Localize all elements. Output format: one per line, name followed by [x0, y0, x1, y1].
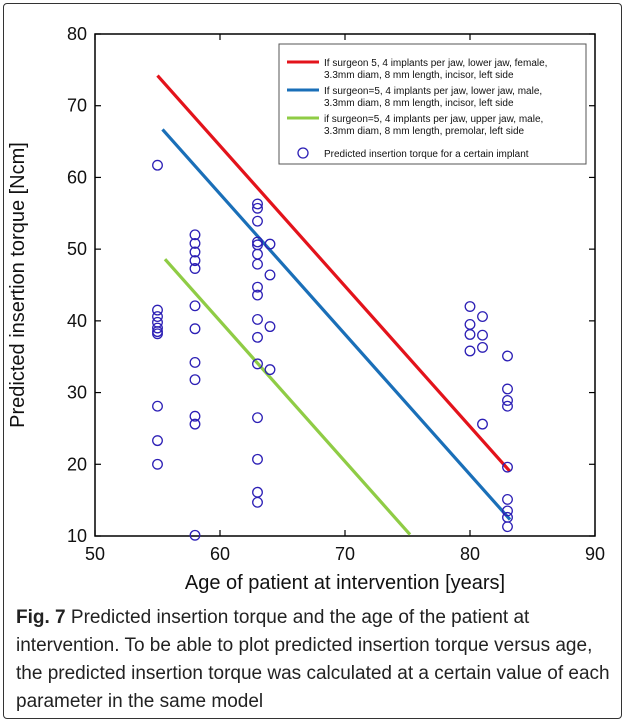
data-point — [189, 374, 201, 386]
data-point — [252, 258, 263, 270]
y-tick-label: 10 — [67, 526, 87, 546]
data-point — [502, 350, 513, 362]
data-point — [464, 329, 476, 340]
data-point — [189, 300, 201, 312]
scatter-points — [152, 159, 513, 541]
data-point — [252, 313, 263, 325]
data-point — [264, 238, 276, 250]
data-point — [252, 496, 263, 508]
data-point — [189, 229, 201, 241]
x-axis-label: Age of patient at intervention [years] — [185, 572, 505, 594]
legend-marker-points — [297, 147, 309, 159]
data-point — [189, 237, 201, 249]
data-point — [152, 304, 163, 316]
data-point — [152, 328, 163, 340]
legend-label-female-1: If surgeon 5, 4 implants per jaw, lower … — [324, 58, 547, 69]
data-point — [502, 383, 513, 395]
chart: 50 60 70 80 90 10 20 30 40 50 60 70 80 Predicted ins… — [7, 24, 605, 594]
data-point — [152, 159, 163, 171]
caption-text: Predicted insertion torque and the age o… — [16, 607, 610, 712]
data-point — [189, 255, 201, 267]
legend-label-female-2: 3.3mm diam, 8 mm length, incisor, left s… — [324, 70, 514, 81]
data-point — [252, 486, 263, 498]
data-point — [264, 321, 276, 333]
data-point — [189, 263, 201, 274]
data-point — [464, 345, 476, 357]
y-tick-label: 60 — [67, 167, 87, 187]
series-line-1 — [156, 74, 512, 473]
data-point — [477, 329, 488, 341]
x-tick-label: 70 — [335, 544, 355, 564]
data-point — [502, 400, 513, 412]
data-point — [252, 202, 263, 214]
data-point — [502, 395, 513, 406]
y-tick-label: 80 — [67, 24, 87, 44]
data-point — [189, 246, 201, 258]
data-point — [464, 301, 476, 312]
data-point — [252, 236, 263, 248]
legend-label-upper-1: if surgeon=5, 4 implants per jaw, upper … — [324, 114, 543, 125]
data-point — [152, 400, 163, 412]
data-point — [264, 364, 276, 376]
legend-label-male-1: If surgeon=5, 4 implants per jaw, lower … — [324, 86, 542, 97]
data-point — [152, 458, 163, 470]
x-tick-label: 50 — [85, 544, 105, 564]
data-point — [477, 341, 488, 353]
data-point — [252, 248, 263, 260]
data-point — [502, 521, 513, 533]
y-tick-label: 20 — [67, 454, 87, 474]
legend-label-points: Predicted insertion torque for a certain… — [324, 149, 529, 160]
legend: If surgeon 5, 4 implants per jaw, lower … — [278, 43, 587, 165]
caption-label: Fig. 7 — [16, 607, 66, 628]
data-point — [477, 418, 488, 430]
series-line-2 — [161, 128, 512, 521]
data-point — [252, 358, 263, 370]
data-point — [152, 311, 163, 323]
legend-label-upper-2: 3.3mm diam, 8 mm length, premolar, left … — [324, 126, 525, 137]
data-point — [264, 269, 276, 281]
legend-box — [278, 43, 587, 165]
data-point — [152, 322, 163, 334]
y-tick-label: 50 — [67, 239, 87, 259]
x-tick-label: 80 — [460, 544, 480, 564]
figure-caption: Fig. 7 Predicted insertion torque and th… — [16, 604, 616, 716]
data-point — [464, 318, 476, 330]
data-point — [189, 418, 201, 430]
data-point — [252, 331, 263, 343]
x-tick-label: 90 — [585, 544, 605, 564]
x-tick-label: 60 — [210, 544, 230, 564]
series-lines — [156, 74, 512, 536]
data-point — [152, 316, 163, 328]
plot-area — [94, 33, 596, 537]
data-point — [189, 357, 201, 368]
data-point — [252, 281, 263, 293]
data-point — [252, 215, 263, 227]
data-point — [477, 311, 488, 323]
y-tick-label: 70 — [67, 96, 87, 116]
data-point — [502, 505, 513, 517]
data-point — [502, 493, 513, 505]
data-point — [152, 435, 163, 447]
data-point — [252, 412, 263, 424]
data-point — [252, 198, 263, 210]
data-point — [252, 453, 263, 465]
legend-label-male-2: 3.3mm diam, 8 mm length, incisor, left s… — [324, 98, 514, 109]
data-point — [189, 410, 201, 422]
y-axis-label: Predicted insertion torque [Ncm] — [7, 142, 29, 428]
data-point — [252, 289, 263, 301]
data-point — [502, 461, 513, 473]
series-line-3 — [163, 258, 412, 536]
data-point — [189, 323, 201, 335]
data-point — [189, 529, 201, 541]
y-tick-label: 30 — [67, 383, 87, 403]
y-tick-label: 40 — [67, 311, 87, 331]
